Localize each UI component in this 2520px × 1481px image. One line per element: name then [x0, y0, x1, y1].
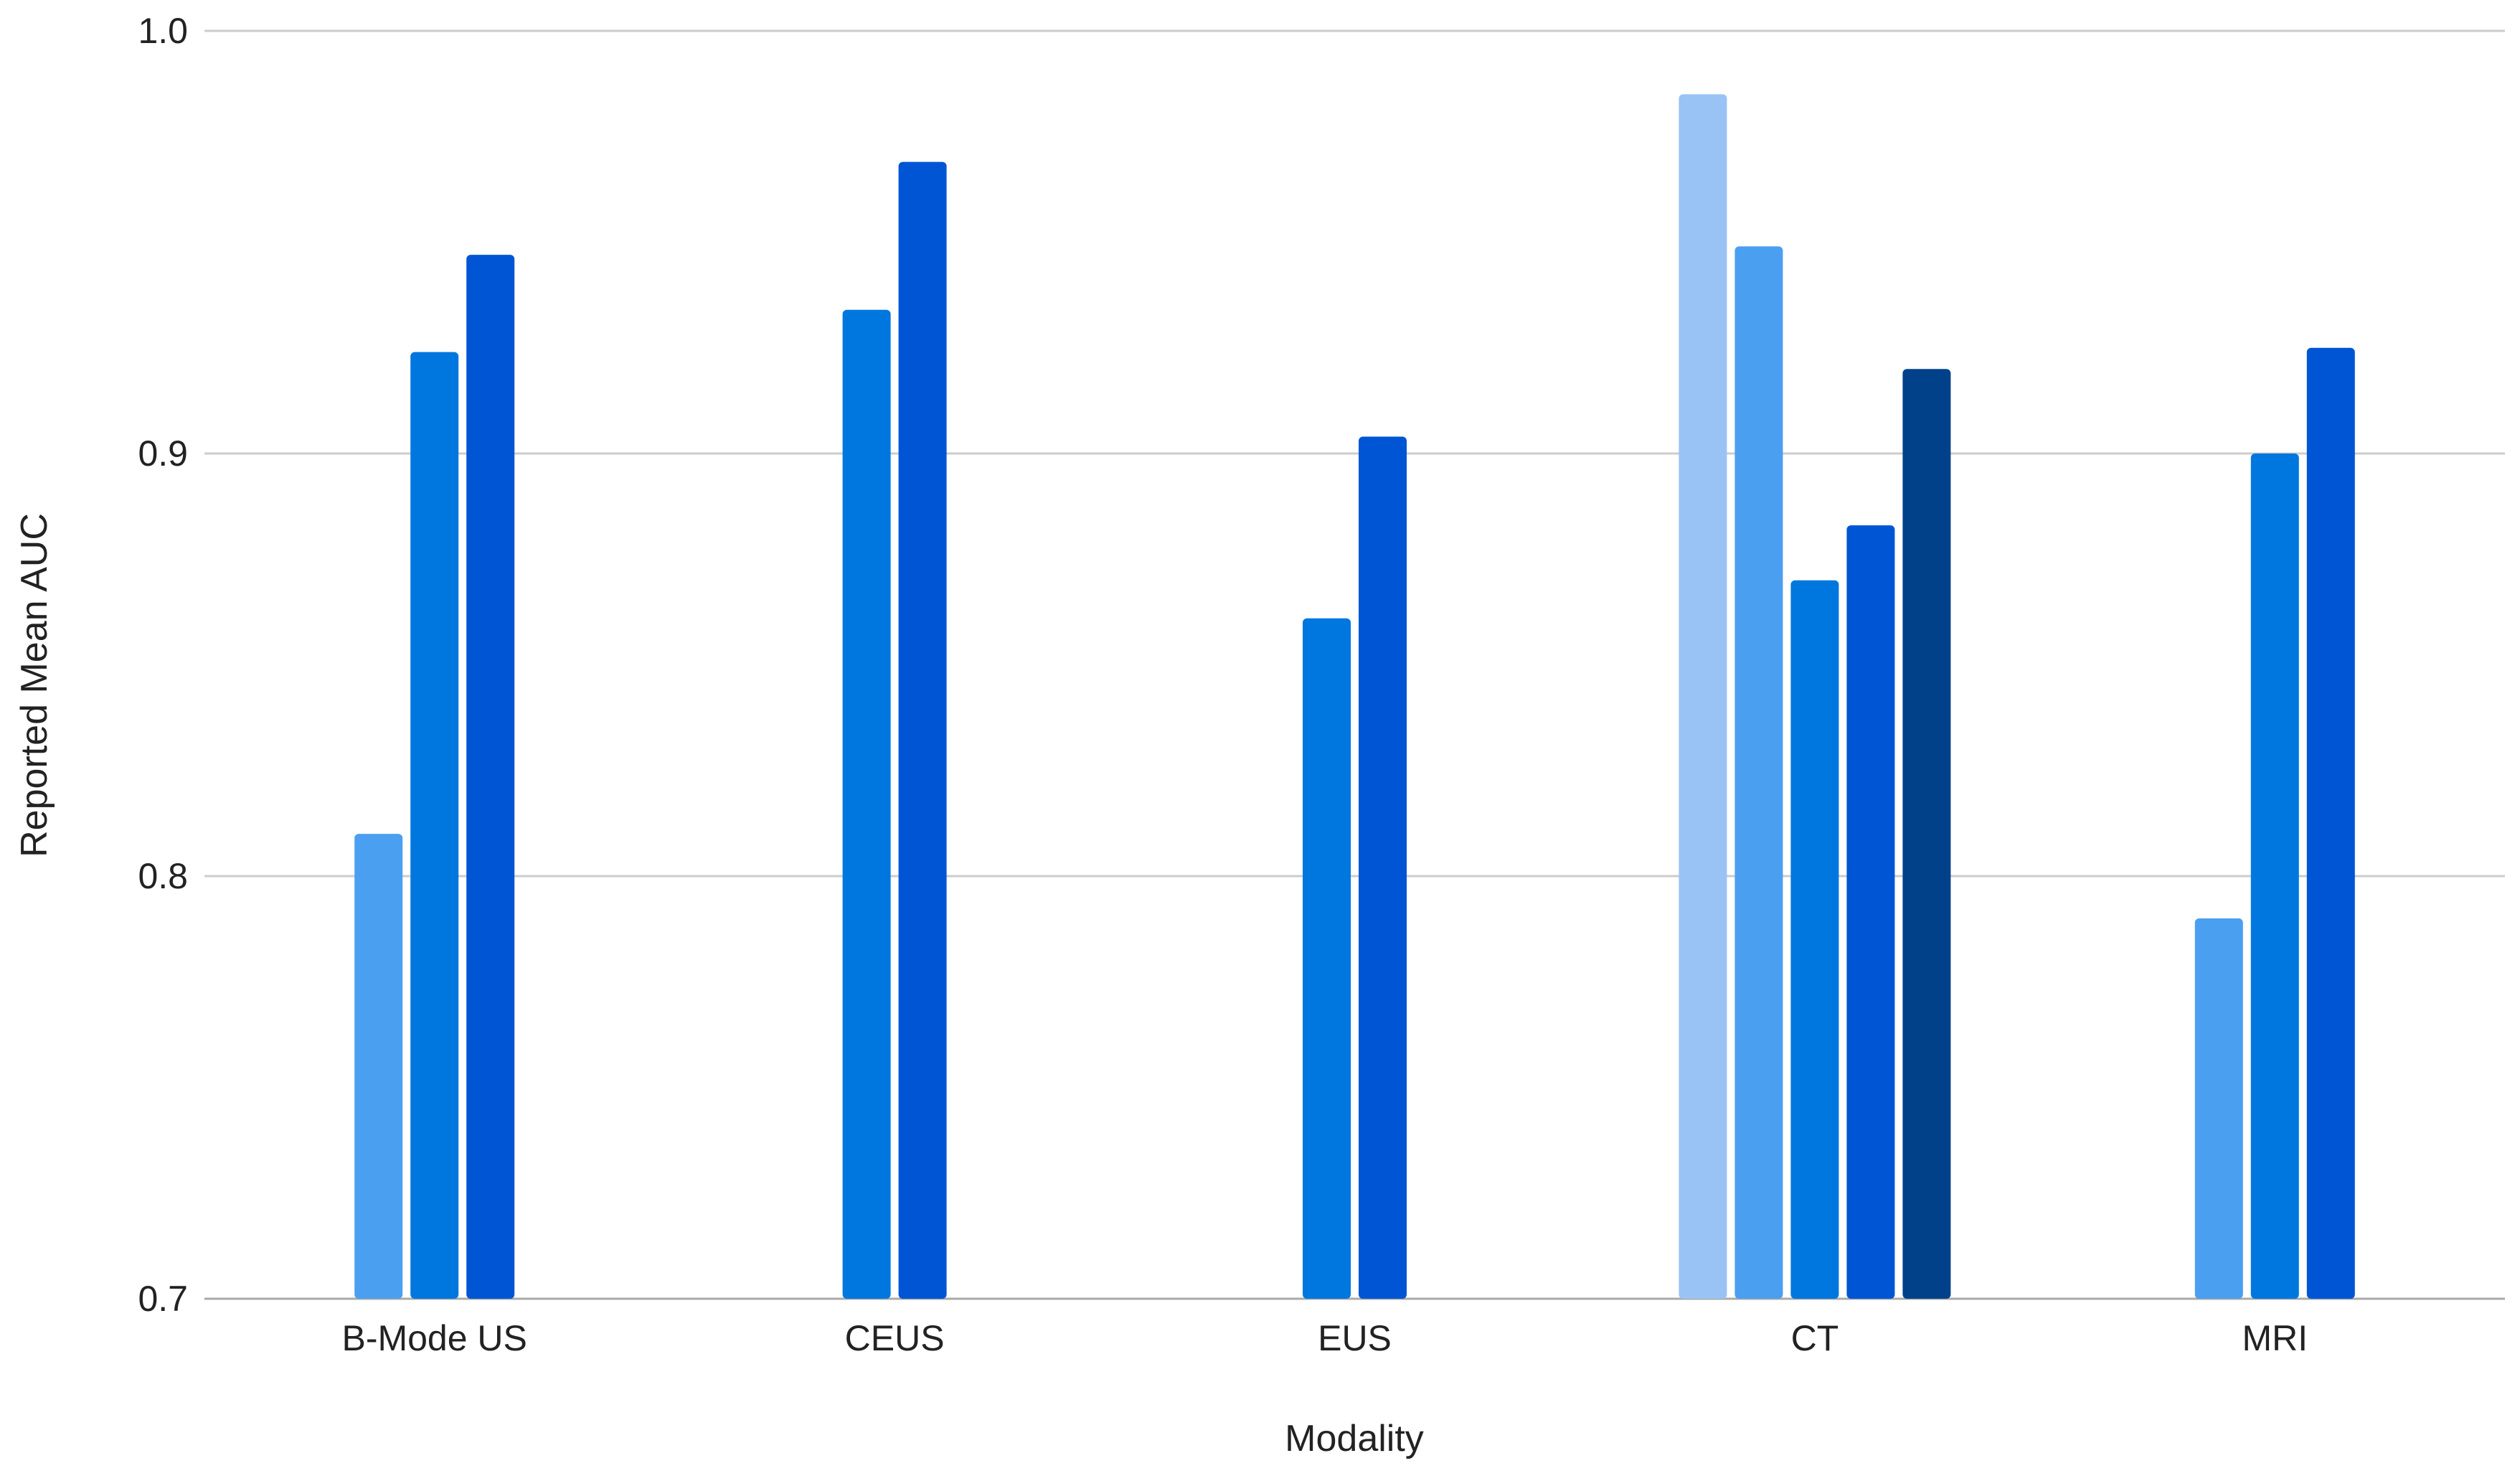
bar — [410, 352, 459, 1299]
y-axis-title: Reported Mean AUC — [14, 513, 55, 857]
bar — [1679, 94, 1727, 1299]
bar — [2194, 918, 2243, 1299]
bar — [2250, 453, 2299, 1299]
bar — [354, 834, 403, 1299]
y-tick-label: 1.0 — [138, 11, 188, 51]
bar — [1303, 618, 1351, 1299]
x-tick-label: EUS — [1318, 1318, 1392, 1358]
bar — [1846, 525, 1895, 1299]
bar — [466, 255, 515, 1299]
x-axis-title: Modality — [1285, 1418, 1424, 1459]
x-tick-label: MRI — [2242, 1318, 2308, 1358]
x-tick-label: CT — [1791, 1318, 1839, 1358]
bar — [1902, 369, 1951, 1299]
y-tick-label: 0.7 — [138, 1279, 188, 1319]
gridlines — [204, 29, 2505, 1300]
y-axis-ticks: 0.7 0.8 0.9 1.0 — [138, 11, 188, 1319]
bar — [2306, 347, 2355, 1299]
x-tick-label: CEUS — [845, 1318, 945, 1358]
bar — [898, 161, 947, 1299]
y-tick-label: 0.8 — [138, 856, 188, 896]
bar — [842, 309, 891, 1299]
x-axis-ticks: B-Mode US CEUS EUS CT MRI — [341, 1318, 2308, 1358]
x-tick-label: B-Mode US — [341, 1318, 527, 1358]
bar — [1735, 246, 1783, 1299]
bars — [354, 94, 2355, 1299]
y-tick-label: 0.9 — [138, 433, 188, 474]
bar — [1359, 436, 1407, 1299]
bar — [1790, 580, 1839, 1299]
